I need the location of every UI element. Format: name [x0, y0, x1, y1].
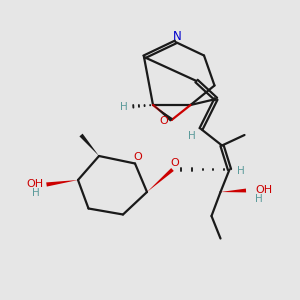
Text: H: H — [237, 166, 245, 176]
Text: O: O — [133, 152, 142, 163]
Text: O: O — [160, 116, 169, 127]
Text: O: O — [170, 158, 179, 169]
Text: H: H — [32, 188, 39, 198]
Polygon shape — [46, 180, 78, 187]
Text: N: N — [172, 29, 182, 43]
Text: H: H — [255, 194, 263, 205]
Polygon shape — [80, 134, 99, 156]
Text: H: H — [120, 101, 128, 112]
Polygon shape — [153, 105, 173, 122]
Text: OH: OH — [255, 184, 272, 195]
Text: OH: OH — [27, 178, 44, 189]
Text: H: H — [188, 130, 196, 141]
Polygon shape — [220, 189, 246, 192]
Polygon shape — [147, 168, 174, 192]
